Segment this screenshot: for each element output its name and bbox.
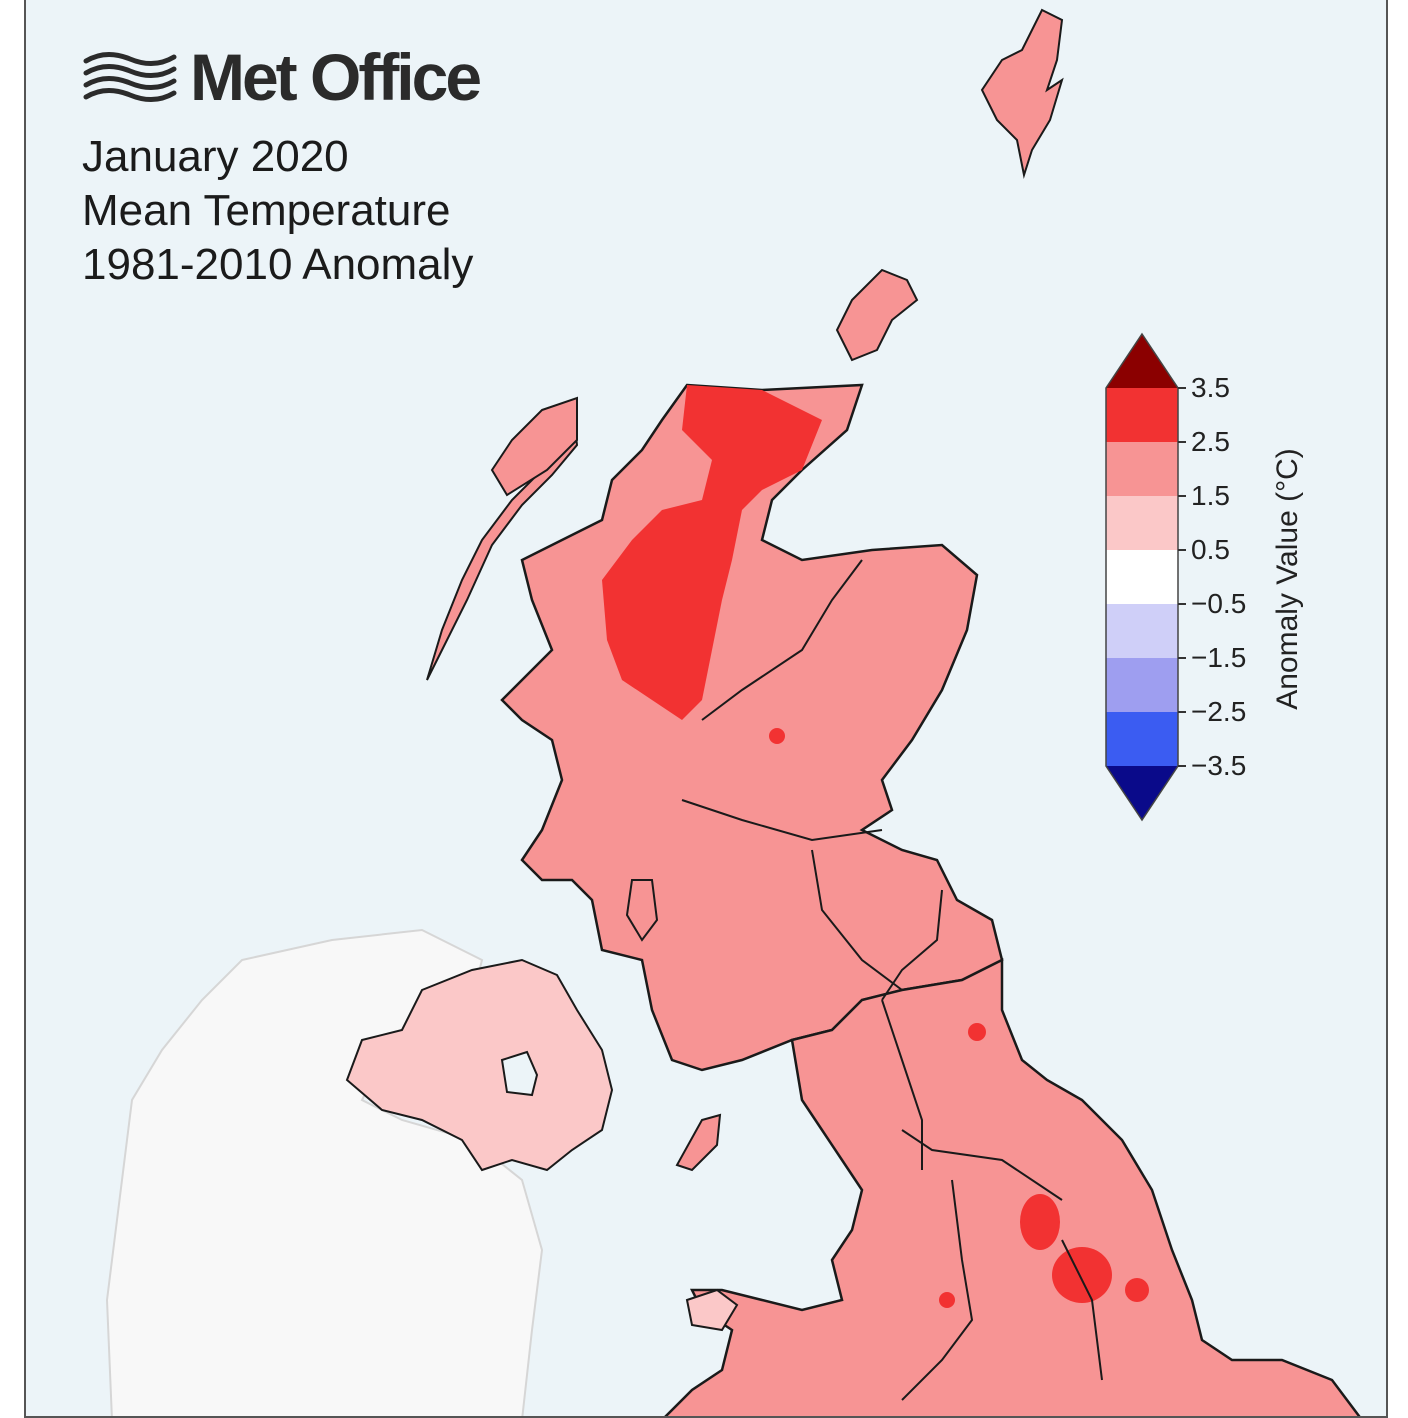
warm-spot-4 — [968, 1023, 986, 1041]
colorbar-tick-label: 0.5 — [1191, 534, 1230, 565]
kintyre-arran — [625, 879, 659, 942]
uk-anomaly-map — [105, 8, 1361, 1416]
isle-of-man — [675, 1113, 722, 1172]
map-title: January 2020 Mean Temperature 1981-2010 … — [82, 130, 473, 292]
warm-spot-2 — [1052, 1247, 1112, 1303]
colorbar-tick-label: −1.5 — [1191, 642, 1247, 673]
northern-ireland-region — [345, 958, 614, 1172]
warm-spot-1 — [1020, 1194, 1060, 1250]
colorbar-tick-label: −0.5 — [1191, 588, 1247, 619]
warm-spot-6 — [939, 1292, 955, 1308]
title-month: January 2020 — [82, 132, 349, 181]
met-office-wave-logo-icon — [83, 52, 177, 102]
brand-name: Met Office — [190, 40, 482, 114]
colorbar-tick-label: 2.5 — [1191, 426, 1230, 457]
colorbar-tick-label: −2.5 — [1191, 696, 1247, 727]
region-borders — [681, 559, 1103, 1401]
anglesey — [685, 1288, 739, 1332]
warm-spot-5 — [769, 728, 785, 744]
lewis-harris — [490, 396, 578, 497]
lough-neagh — [500, 1050, 539, 1097]
shetland-islands — [980, 8, 1064, 179]
warm-spot-3 — [1125, 1278, 1149, 1302]
map-frame: Met Office January 2020 Mean Temperature… — [24, 0, 1388, 1418]
colorbar-label: Anomaly Value (°C) — [1271, 448, 1304, 710]
england-wales-mainland — [664, 957, 1361, 1416]
brand: Met Office — [82, 40, 482, 114]
orkney-islands — [835, 268, 919, 362]
title-baseline: 1981-2010 Anomaly — [82, 240, 474, 289]
scotland-highlands-warm-zone — [602, 385, 822, 720]
colorbar-tick-label: 3.5 — [1191, 372, 1230, 403]
colorbar-tick-label: 1.5 — [1191, 480, 1230, 511]
colorbar-tick-label: −3.5 — [1191, 750, 1247, 781]
title-variable: Mean Temperature — [82, 186, 451, 235]
